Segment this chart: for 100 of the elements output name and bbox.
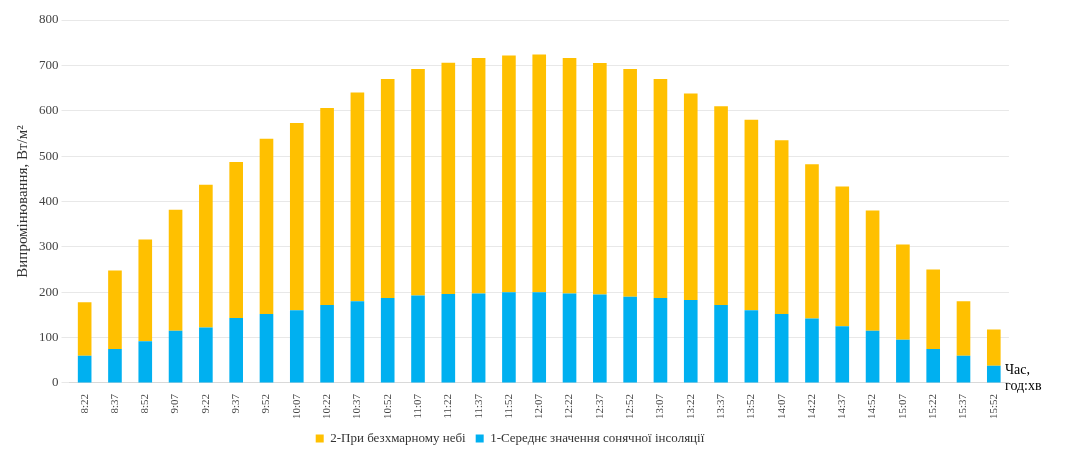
x-tick-label: 14:07 xyxy=(774,393,787,420)
bar xyxy=(623,296,637,383)
bar xyxy=(289,310,304,383)
bar xyxy=(471,293,486,383)
bar xyxy=(714,106,728,305)
x-tick-label: 13:37 xyxy=(713,393,726,420)
bar xyxy=(986,365,1001,383)
bar xyxy=(714,304,728,383)
x-tick-label: 11:37 xyxy=(471,393,484,419)
bar xyxy=(805,318,819,383)
bar xyxy=(896,244,910,340)
legend-label: 2-При безхмарному небі xyxy=(330,429,467,445)
y-tick-label: 700 xyxy=(39,56,59,72)
x-tick-label: 8:37 xyxy=(107,393,120,414)
y-tick-label: 400 xyxy=(39,192,59,208)
x-tick-label: 12:52 xyxy=(623,393,636,420)
bar xyxy=(199,327,213,383)
bar xyxy=(835,326,850,383)
y-tick-label: 200 xyxy=(39,283,59,299)
bar xyxy=(683,93,698,300)
bar xyxy=(865,330,880,383)
x-tick-label: 10:52 xyxy=(380,393,393,420)
bar xyxy=(411,69,425,296)
bar xyxy=(411,295,425,383)
x-tick-label: 15:37 xyxy=(956,393,969,420)
bar xyxy=(138,341,153,383)
x-tick-label: 10:37 xyxy=(350,393,363,420)
bar xyxy=(502,55,516,293)
bar xyxy=(683,299,698,383)
bar xyxy=(774,140,789,314)
bar xyxy=(593,63,607,295)
bar xyxy=(865,210,880,331)
bar xyxy=(653,298,668,383)
bar xyxy=(744,310,759,383)
bar xyxy=(350,301,365,383)
bar xyxy=(441,294,456,383)
x-tick-label: 15:52 xyxy=(986,393,999,420)
x-tick-label: 9:37 xyxy=(229,393,242,414)
bar xyxy=(562,58,577,294)
x-tick-label: 12:22 xyxy=(562,393,575,420)
y-tick-label: 500 xyxy=(39,147,59,163)
bar xyxy=(926,348,941,383)
bar xyxy=(77,302,92,356)
x-tick-label: 11:22 xyxy=(441,393,454,419)
x-tick-label: 14:37 xyxy=(835,393,848,420)
x-tick-label: 13:22 xyxy=(683,393,696,420)
x-tick-label: 9:07 xyxy=(168,393,181,414)
legend-label: 1-Середнє значення сонячної інсоляції xyxy=(490,429,705,445)
bar xyxy=(835,186,850,327)
bar xyxy=(168,330,183,383)
bar xyxy=(320,108,334,305)
bar xyxy=(380,78,395,299)
bar xyxy=(986,329,1001,366)
x-tick-label: 8:52 xyxy=(138,393,151,414)
bar xyxy=(108,348,122,383)
x-tick-label: 10:22 xyxy=(319,393,332,420)
bar xyxy=(138,239,153,342)
x-tick-label: 11:52 xyxy=(501,393,514,419)
bar xyxy=(289,122,304,311)
bar xyxy=(350,92,365,302)
x-tick-label: 10:07 xyxy=(289,393,302,420)
bar xyxy=(502,292,516,383)
x-tick-label: 14:22 xyxy=(804,393,817,420)
bar xyxy=(471,58,486,294)
y-tick-label: 300 xyxy=(39,238,59,254)
y-tick-label: 100 xyxy=(39,329,59,344)
x-tick-label: 12:37 xyxy=(592,393,605,420)
bar xyxy=(956,301,971,356)
bar xyxy=(805,164,819,319)
x-tick-label: 13:52 xyxy=(744,393,757,420)
y-tick-label: 600 xyxy=(39,102,59,118)
x-tick-label: 11:07 xyxy=(410,393,423,419)
bar xyxy=(168,209,183,331)
bar xyxy=(532,292,547,383)
bar xyxy=(380,298,395,383)
bar xyxy=(623,69,637,297)
bar xyxy=(532,54,547,293)
x-tick-label: 12:07 xyxy=(532,393,545,420)
bar xyxy=(593,294,607,383)
bar xyxy=(229,162,243,319)
bar xyxy=(259,138,274,314)
bar xyxy=(199,184,213,328)
bar xyxy=(774,313,789,383)
bar xyxy=(653,78,668,299)
x-tick-label: 13:07 xyxy=(653,393,666,420)
bar xyxy=(926,269,941,349)
x-axis-title: Час, год:хв xyxy=(1005,362,1043,394)
y-tick-label: 800 xyxy=(39,11,59,27)
x-tick-label: 9:52 xyxy=(259,393,272,414)
bar xyxy=(229,318,243,383)
y-axis-title: Випромінювання, Вт/м² xyxy=(13,124,30,278)
bar xyxy=(956,355,971,383)
x-tick-label: 9:22 xyxy=(198,393,211,414)
bar xyxy=(108,270,122,349)
bar xyxy=(744,119,759,311)
bar xyxy=(77,355,92,383)
bar xyxy=(562,293,577,383)
bar xyxy=(896,339,910,383)
bar xyxy=(441,62,456,295)
x-tick-label: 15:07 xyxy=(895,393,908,420)
